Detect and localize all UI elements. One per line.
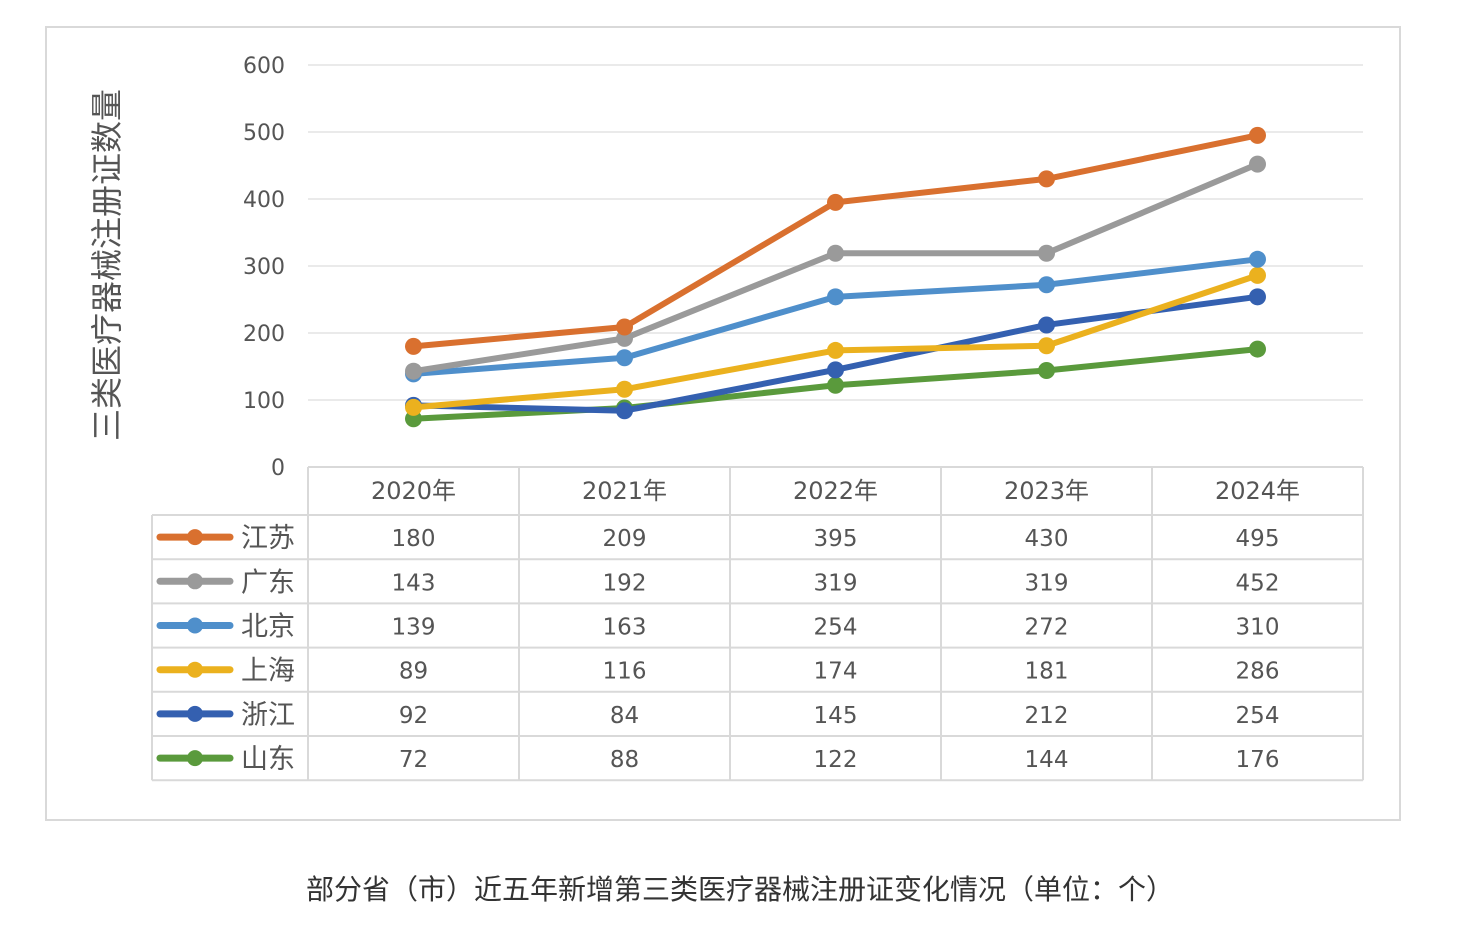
table-cell: 495	[1236, 526, 1280, 552]
x-tick-label: 2020年	[371, 477, 456, 505]
legend-label: 山东	[241, 744, 295, 775]
table-cell: 310	[1236, 615, 1280, 641]
table-cell: 89	[399, 659, 428, 685]
data-point	[1038, 244, 1055, 262]
y-tick-label: 500	[243, 121, 285, 146]
data-point	[827, 376, 844, 394]
data-point	[827, 244, 844, 262]
data-point	[616, 349, 633, 367]
table-cell: 84	[610, 703, 639, 729]
data-point	[1249, 340, 1266, 358]
table-cell: 212	[1025, 703, 1069, 729]
y-tick-label: 300	[243, 255, 285, 280]
data-point	[616, 318, 633, 336]
legend-marker	[187, 750, 203, 767]
y-tick-label: 200	[243, 322, 285, 347]
data-point	[827, 288, 844, 306]
y-tick-label: 600	[243, 54, 285, 79]
table-cell: 272	[1025, 615, 1069, 641]
data-point	[827, 341, 844, 359]
table-cell: 174	[814, 659, 858, 685]
y-axis-label: 三类医疗器械注册证数量	[88, 89, 126, 441]
data-point	[1249, 266, 1266, 284]
table-cell: 254	[814, 615, 858, 641]
table-cell: 88	[610, 747, 639, 773]
data-point	[405, 337, 422, 355]
data-point	[1038, 316, 1055, 334]
data-point	[1038, 362, 1055, 380]
chart-frame	[45, 26, 1401, 821]
legend-label: 上海	[241, 656, 295, 687]
table-cell: 319	[1025, 570, 1069, 596]
table-cell: 286	[1236, 659, 1280, 685]
table-cell: 92	[399, 703, 428, 729]
table-cell: 254	[1236, 703, 1280, 729]
table-cell: 145	[814, 703, 858, 729]
table-cell: 176	[1236, 747, 1280, 773]
table-cell: 72	[399, 747, 428, 773]
legend-marker	[187, 705, 203, 722]
table-cell: 144	[1025, 747, 1069, 773]
data-point	[1249, 126, 1266, 144]
data-point	[616, 402, 633, 420]
table-cell: 319	[814, 570, 858, 596]
legend-label: 广东	[241, 567, 295, 598]
data-point	[1249, 288, 1266, 306]
data-point	[1249, 155, 1266, 173]
data-point	[616, 380, 633, 398]
x-tick-label: 2023年	[1004, 477, 1089, 505]
table-cell: 143	[392, 570, 436, 596]
data-point	[1249, 250, 1266, 268]
table-cell: 116	[603, 659, 647, 685]
y-tick-label: 100	[243, 389, 285, 414]
legend-marker	[187, 617, 203, 634]
table-cell: 209	[603, 526, 647, 552]
legend-marker	[187, 529, 203, 546]
y-tick-label: 400	[243, 188, 285, 213]
table-cell: 430	[1025, 526, 1069, 552]
table-cell: 181	[1025, 659, 1069, 685]
table-cell: 139	[392, 615, 436, 641]
x-tick-label: 2024年	[1215, 477, 1300, 505]
data-point	[1038, 337, 1055, 355]
table-cell: 180	[392, 526, 436, 552]
legend-label: 浙江	[241, 700, 295, 731]
data-point	[827, 193, 844, 211]
data-point	[1038, 276, 1055, 294]
table-cell: 395	[814, 526, 858, 552]
table-cell: 163	[603, 615, 647, 641]
data-point	[405, 362, 422, 380]
x-tick-label: 2022年	[793, 477, 878, 505]
table-cell: 192	[603, 570, 647, 596]
data-point	[827, 361, 844, 379]
x-tick-label: 2021年	[582, 477, 667, 505]
y-tick-label: 0	[271, 456, 285, 481]
data-point	[1038, 170, 1055, 188]
table-cell: 452	[1236, 570, 1280, 596]
legend-label: 江苏	[241, 523, 295, 554]
legend-marker	[187, 573, 203, 590]
data-point	[405, 398, 422, 416]
chart-caption: 部分省（市）近五年新增第三类医疗器械注册证变化情况（单位：个）	[305, 873, 1174, 906]
legend-label: 北京	[241, 612, 295, 643]
table-cell: 122	[814, 747, 858, 773]
legend-marker	[187, 661, 203, 678]
